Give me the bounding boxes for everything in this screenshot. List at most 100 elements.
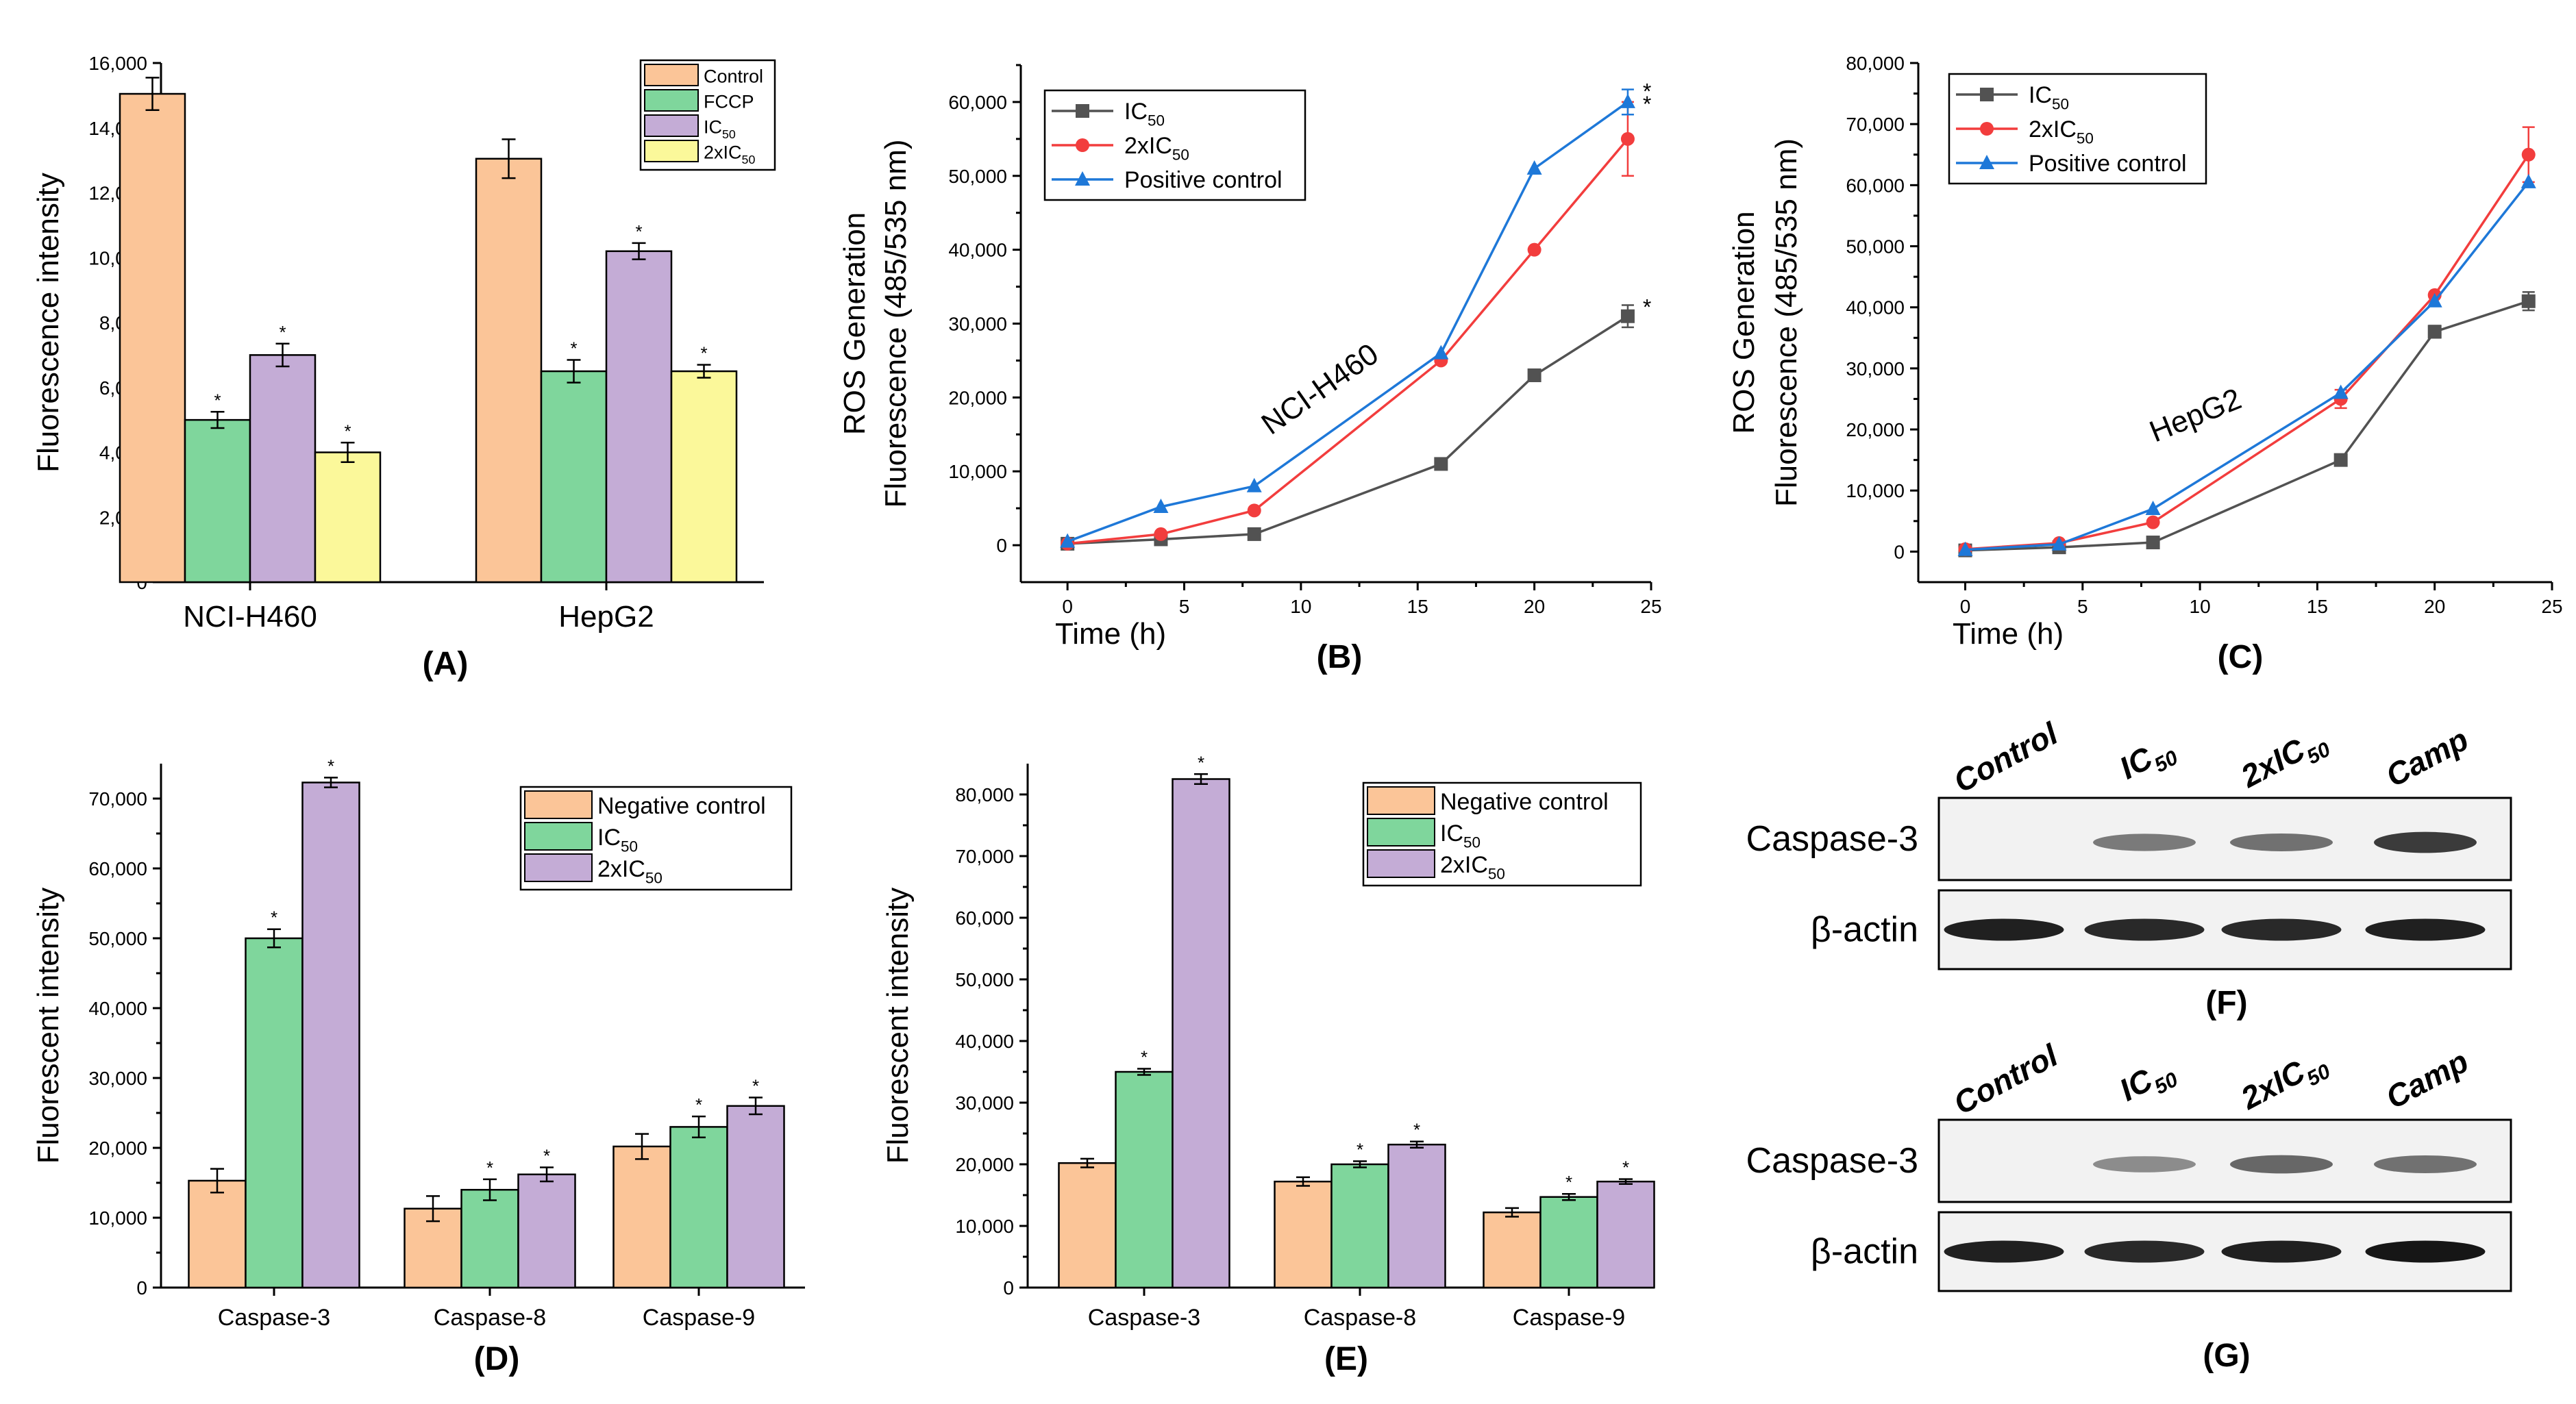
x-tick-label: 10: [2190, 596, 2211, 617]
legend-swatch: [1367, 786, 1435, 815]
lane-label-main: Control: [1948, 715, 2064, 799]
data-point: [2051, 536, 2067, 551]
panel-label: (D): [474, 1341, 520, 1377]
x-tick-label: 10: [1290, 596, 1311, 617]
x-tick-label: 15: [1407, 596, 1428, 617]
chart-C: 0 10,000 20,000 30,000 40,000 50,000 60,000 70,…: [1727, 53, 2563, 675]
series-line: [1965, 181, 2530, 551]
panel-label: (A): [423, 646, 469, 682]
category-label: Caspase-9: [1513, 1305, 1625, 1331]
blot-band: [2374, 831, 2477, 853]
chart-B: 0 10,000 20,000 30,000 40,000 50,000 60,000 0 5 1…: [838, 64, 1662, 675]
significance-marker: *: [214, 390, 221, 410]
significance-marker: *: [1643, 295, 1651, 320]
legend-swatch: [1367, 818, 1435, 847]
data-point: [1980, 88, 1994, 101]
blot-band: [2230, 833, 2333, 851]
significance-marker: *: [1622, 1157, 1629, 1178]
legend-label: IC50: [2029, 82, 2069, 113]
legend-label: IC50: [1440, 820, 1481, 851]
y-tick-label: 40,000: [1846, 297, 1905, 318]
x-axis-label: Time (h): [1055, 617, 1166, 651]
lane-label: Camp: [2380, 721, 2474, 794]
category-label: Caspase-9: [643, 1305, 755, 1331]
significance-marker: *: [695, 1094, 702, 1115]
data-point: [1979, 155, 1994, 169]
y-tick-label: 50,000: [88, 928, 147, 949]
lane-label-main: Control: [1948, 1037, 2064, 1121]
y-axis-label: Fluorescent intensity: [32, 888, 65, 1164]
y-tick-label: 0: [1003, 1277, 1014, 1299]
chart-E: 0 10,000 20,000 30,000 40,000 50,000 60,000 70,…: [881, 752, 1655, 1377]
data-point: [2145, 500, 2161, 515]
data-point: [1620, 93, 1635, 108]
legend-label-sub: 50: [2052, 96, 2069, 113]
bar: [188, 1179, 247, 1289]
category-label: Caspase-8: [1304, 1305, 1416, 1331]
legend-swatch: [644, 89, 699, 112]
legend-label-main: Negative control: [597, 793, 766, 819]
series-line: [1067, 315, 1628, 545]
legend-label-sub: 50: [1172, 147, 1189, 164]
legend-label-sub: 50: [1488, 866, 1505, 883]
series-line: [1965, 300, 2529, 552]
lane-label: Camp: [2380, 1043, 2474, 1116]
legend-label-sub: 50: [742, 153, 756, 166]
bar: [1387, 1143, 1446, 1289]
y-tick-label: 0: [996, 535, 1007, 556]
data-point: [2333, 384, 2349, 399]
legend-label-main: 2xIC: [1440, 852, 1488, 878]
panel-label: (F): [2205, 985, 2247, 1021]
bar: [245, 937, 304, 1289]
data-point: [1076, 138, 1089, 152]
y-tick-label: 10,000: [1846, 480, 1905, 501]
blot-band: [2221, 1240, 2342, 1263]
significance-marker: *: [486, 1157, 493, 1178]
blot-band: [2093, 833, 2196, 851]
legend-label-sub: 50: [1148, 112, 1165, 129]
y-axis-label: ROS Generation: [838, 212, 871, 435]
legend-label: 2xIC50: [1440, 852, 1505, 883]
blot-row-label: β-actin: [1811, 910, 1918, 950]
significance-marker: *: [1565, 1172, 1572, 1192]
blot-band: [2093, 1156, 2196, 1173]
bar: [540, 370, 608, 584]
bar: [301, 781, 360, 1289]
legend-label-main: IC: [1124, 99, 1148, 125]
data-point: [1434, 457, 1448, 471]
y-tick-label: 30,000: [955, 1092, 1014, 1114]
legend-label-main: 2xIC: [597, 856, 645, 882]
legend-label-sub: 50: [621, 838, 638, 855]
legend-label-main: FCCP: [704, 92, 754, 112]
series-line: [1965, 153, 2530, 551]
chart-D: 0 10,000 20,000 30,000 40,000 50,000 60,000 70,…: [32, 755, 805, 1377]
legend-swatch: [644, 64, 699, 86]
bar: [670, 370, 738, 584]
blot-band: [2365, 918, 2486, 941]
blot-row-label: β-actin: [1811, 1232, 1918, 1272]
legend-swatch: [644, 140, 699, 162]
legend-label: Control: [704, 66, 763, 87]
category-label: HepG2: [558, 600, 654, 634]
legend-swatch: [644, 114, 699, 137]
legend-swatch: [1367, 849, 1435, 878]
significance-marker: *: [1198, 752, 1204, 773]
y-tick-label: 40,000: [955, 1031, 1014, 1052]
y-tick-label: 60,000: [948, 92, 1007, 113]
bar: [1058, 1162, 1117, 1289]
legend-label-main: IC: [704, 117, 722, 138]
blot-band: [1944, 1240, 2064, 1263]
lane-label-main: IC: [2114, 740, 2159, 786]
bar: [612, 1145, 671, 1289]
chart-annotation: HepG2: [2145, 382, 2246, 449]
bar: [605, 250, 673, 584]
significance-marker: *: [344, 421, 351, 441]
blot-band: [1944, 918, 2064, 941]
significance-marker: *: [1643, 79, 1651, 104]
y-tick-label: 50,000: [1846, 236, 1905, 258]
data-point: [1620, 131, 1635, 146]
bar: [1172, 778, 1230, 1289]
x-tick-label: 25: [2541, 596, 2562, 617]
bar: [314, 451, 382, 584]
y-tick-label: 20,000: [88, 1138, 147, 1159]
